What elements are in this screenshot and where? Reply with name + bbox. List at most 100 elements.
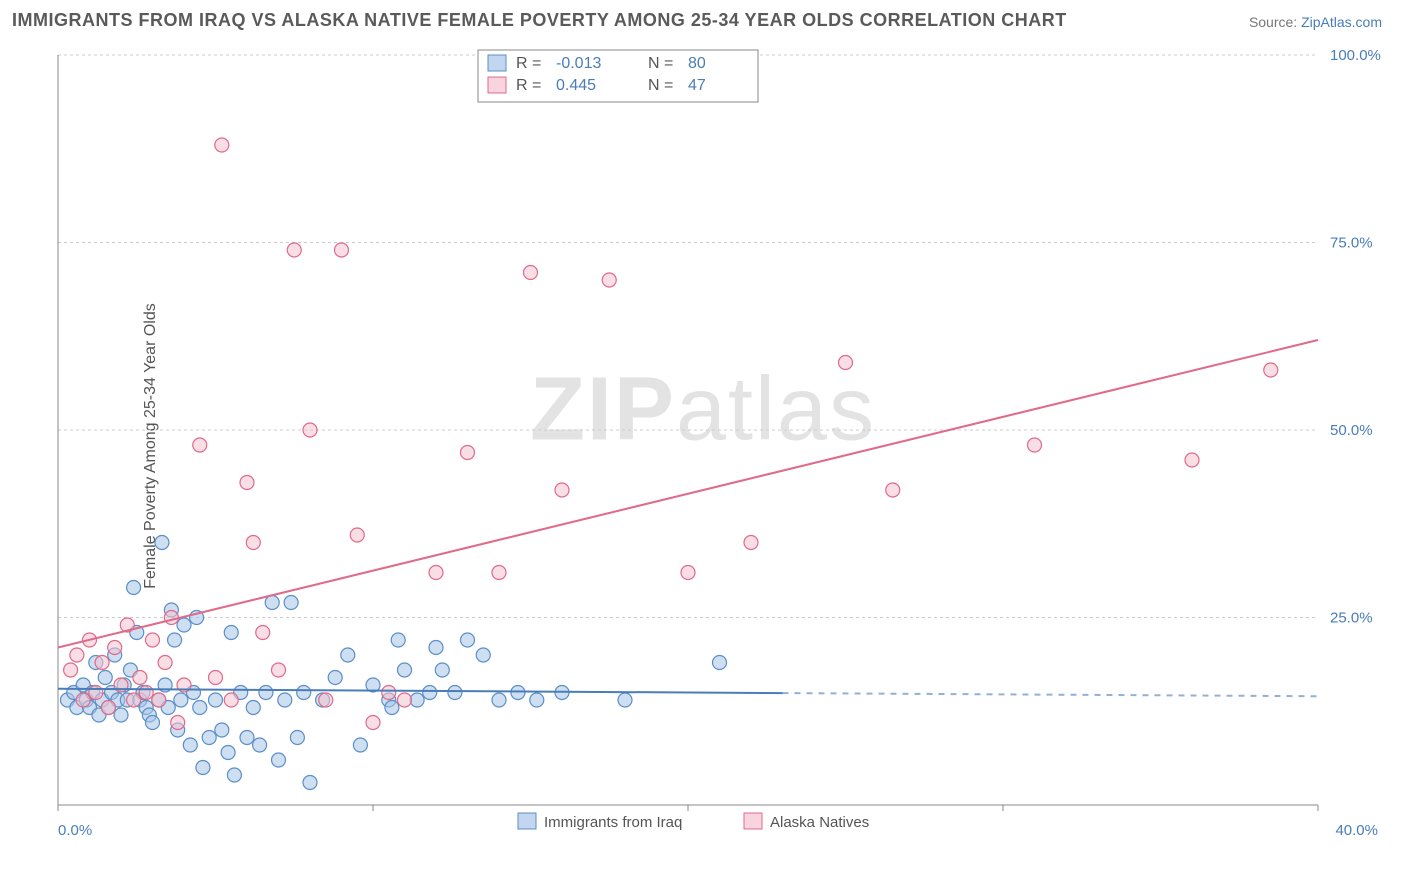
data-point bbox=[221, 746, 235, 760]
data-point bbox=[744, 536, 758, 550]
data-point bbox=[240, 731, 254, 745]
data-point bbox=[108, 641, 122, 655]
data-point bbox=[177, 618, 191, 632]
data-point bbox=[713, 656, 727, 670]
x-tick-label: 40.0% bbox=[1335, 822, 1378, 839]
data-point bbox=[681, 566, 695, 580]
data-point bbox=[193, 701, 207, 715]
data-point bbox=[602, 273, 616, 287]
data-point bbox=[524, 266, 538, 280]
data-point bbox=[89, 686, 103, 700]
data-point bbox=[886, 483, 900, 497]
data-point bbox=[127, 693, 141, 707]
stats-swatch bbox=[488, 77, 506, 93]
data-point bbox=[328, 671, 342, 685]
data-point bbox=[1264, 363, 1278, 377]
data-point bbox=[297, 686, 311, 700]
data-point bbox=[272, 663, 286, 677]
stats-n-value: 80 bbox=[688, 55, 706, 72]
data-point bbox=[259, 686, 273, 700]
data-point bbox=[224, 693, 238, 707]
legend-label: Immigrants from Iraq bbox=[544, 814, 682, 831]
data-point bbox=[366, 716, 380, 730]
source-label: Source: ZipAtlas.com bbox=[1249, 14, 1382, 30]
data-point bbox=[350, 528, 364, 542]
source-link[interactable]: ZipAtlas.com bbox=[1301, 14, 1382, 30]
data-point bbox=[287, 243, 301, 257]
stats-swatch bbox=[488, 55, 506, 71]
data-point bbox=[209, 671, 223, 685]
data-point bbox=[290, 731, 304, 745]
data-point bbox=[246, 536, 260, 550]
data-point bbox=[253, 738, 267, 752]
data-point bbox=[272, 753, 286, 767]
data-point bbox=[278, 693, 292, 707]
data-point bbox=[429, 641, 443, 655]
stats-r-label: R = bbox=[516, 55, 541, 72]
x-tick-label: 0.0% bbox=[58, 822, 92, 839]
data-point bbox=[246, 701, 260, 715]
data-point bbox=[429, 566, 443, 580]
stats-r-value: 0.445 bbox=[556, 77, 596, 94]
chart-title: IMMIGRANTS FROM IRAQ VS ALASKA NATIVE FE… bbox=[12, 10, 1067, 31]
data-point bbox=[341, 648, 355, 662]
data-point bbox=[398, 663, 412, 677]
data-point bbox=[183, 738, 197, 752]
data-point bbox=[158, 656, 172, 670]
data-point bbox=[152, 693, 166, 707]
data-point bbox=[174, 693, 188, 707]
trend-line-dash bbox=[783, 693, 1319, 696]
stats-r-label: R = bbox=[516, 77, 541, 94]
data-point bbox=[385, 701, 399, 715]
data-point bbox=[164, 611, 178, 625]
data-point bbox=[448, 686, 462, 700]
data-point bbox=[435, 663, 449, 677]
data-point bbox=[202, 731, 216, 745]
stats-n-value: 47 bbox=[688, 77, 706, 94]
data-point bbox=[155, 536, 169, 550]
data-point bbox=[215, 138, 229, 152]
data-point bbox=[98, 671, 112, 685]
data-point bbox=[64, 663, 78, 677]
data-point bbox=[839, 356, 853, 370]
data-point bbox=[133, 671, 147, 685]
data-point bbox=[284, 596, 298, 610]
stats-n-label: N = bbox=[648, 77, 673, 94]
data-point bbox=[139, 686, 153, 700]
data-point bbox=[95, 656, 109, 670]
data-point bbox=[1185, 453, 1199, 467]
data-point bbox=[114, 708, 128, 722]
data-point bbox=[196, 761, 210, 775]
data-point bbox=[1028, 438, 1042, 452]
data-point bbox=[146, 633, 160, 647]
data-point bbox=[215, 723, 229, 737]
stats-n-label: N = bbox=[648, 55, 673, 72]
y-tick-label: 50.0% bbox=[1330, 422, 1373, 439]
legend-label: Alaska Natives bbox=[770, 814, 869, 831]
legend-swatch bbox=[744, 813, 762, 829]
data-point bbox=[171, 716, 185, 730]
data-point bbox=[618, 693, 632, 707]
data-point bbox=[461, 633, 475, 647]
data-point bbox=[70, 648, 84, 662]
data-point bbox=[127, 581, 141, 595]
data-point bbox=[410, 693, 424, 707]
y-tick-label: 75.0% bbox=[1330, 235, 1373, 252]
data-point bbox=[101, 701, 115, 715]
stats-r-value: -0.013 bbox=[556, 55, 601, 72]
y-tick-label: 100.0% bbox=[1330, 47, 1381, 64]
data-point bbox=[492, 566, 506, 580]
data-point bbox=[224, 626, 238, 640]
data-point bbox=[303, 423, 317, 437]
data-point bbox=[209, 693, 223, 707]
data-point bbox=[530, 693, 544, 707]
data-point bbox=[76, 693, 90, 707]
data-point bbox=[227, 768, 241, 782]
data-point bbox=[319, 693, 333, 707]
data-point bbox=[382, 686, 396, 700]
trend-line bbox=[58, 340, 1318, 648]
data-point bbox=[398, 693, 412, 707]
data-point bbox=[335, 243, 349, 257]
data-point bbox=[492, 693, 506, 707]
data-point bbox=[555, 483, 569, 497]
